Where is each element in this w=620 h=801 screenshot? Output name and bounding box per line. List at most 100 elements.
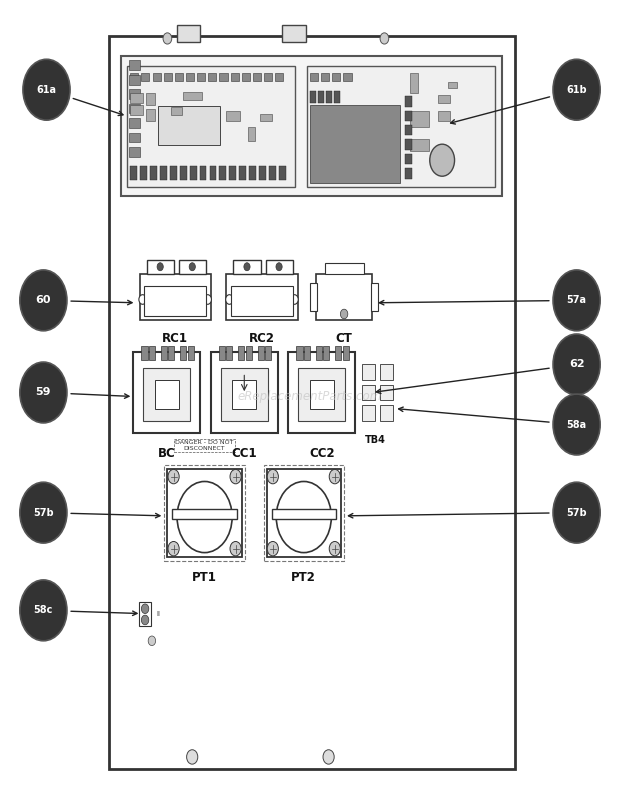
Bar	[108, 36, 515, 769]
Bar	[232, 380, 256, 409]
Bar	[307, 66, 495, 187]
Bar	[200, 166, 206, 180]
Text: CC2: CC2	[309, 447, 335, 460]
Circle shape	[267, 469, 278, 484]
Bar	[219, 346, 225, 360]
Circle shape	[553, 334, 600, 395]
Circle shape	[187, 750, 198, 764]
Bar	[238, 346, 244, 360]
Text: CT: CT	[335, 332, 353, 345]
Bar	[253, 73, 261, 81]
Bar	[380, 405, 392, 421]
Circle shape	[553, 270, 600, 331]
Bar	[310, 380, 334, 409]
Bar	[380, 384, 392, 400]
Text: BC: BC	[158, 447, 175, 460]
Bar	[310, 73, 318, 81]
Bar	[362, 405, 375, 421]
Bar	[405, 154, 412, 164]
Bar	[405, 168, 412, 179]
Bar	[242, 73, 250, 81]
Circle shape	[277, 481, 331, 553]
Bar	[130, 166, 137, 180]
Bar	[259, 166, 266, 180]
Bar	[275, 73, 283, 81]
Bar	[129, 119, 140, 127]
Bar	[168, 346, 174, 360]
Bar	[233, 260, 260, 274]
Bar	[260, 114, 272, 120]
Text: PT2: PT2	[291, 571, 316, 584]
Circle shape	[168, 541, 179, 556]
Bar	[265, 346, 272, 360]
Bar	[269, 166, 276, 180]
Bar	[221, 368, 268, 421]
Circle shape	[553, 482, 600, 543]
Bar	[129, 75, 140, 84]
Bar	[264, 465, 344, 561]
Bar	[226, 274, 298, 320]
Bar	[335, 346, 342, 360]
Bar	[127, 66, 294, 187]
Bar	[180, 166, 187, 180]
Text: II: II	[156, 611, 160, 618]
Bar	[362, 384, 375, 400]
Circle shape	[226, 295, 233, 304]
Circle shape	[168, 469, 179, 484]
Bar	[164, 465, 245, 561]
Bar	[334, 91, 340, 103]
Bar	[410, 73, 418, 93]
Bar	[325, 263, 364, 274]
Bar	[155, 380, 179, 409]
Bar	[410, 139, 429, 151]
Text: 61a: 61a	[37, 85, 56, 95]
Text: PT1: PT1	[192, 571, 217, 584]
Bar	[208, 73, 216, 81]
Bar	[153, 73, 161, 81]
Bar	[248, 127, 255, 141]
Bar	[239, 166, 246, 180]
Text: DANGER - DO NOT
DISCONNECT: DANGER - DO NOT DISCONNECT	[175, 441, 234, 451]
Bar	[267, 469, 341, 557]
Bar	[160, 166, 167, 180]
Bar	[249, 166, 256, 180]
Bar	[161, 346, 167, 360]
Text: CC1: CC1	[231, 447, 257, 460]
Bar	[226, 111, 240, 120]
Circle shape	[20, 482, 67, 543]
Bar	[282, 25, 306, 42]
Bar	[219, 73, 228, 81]
Bar	[129, 104, 140, 113]
Text: eReplacementParts.com: eReplacementParts.com	[238, 390, 382, 403]
Bar	[211, 352, 278, 433]
Circle shape	[141, 604, 149, 614]
Bar	[129, 147, 140, 157]
Bar	[150, 166, 157, 180]
Circle shape	[267, 541, 278, 556]
Bar	[288, 352, 355, 433]
Bar	[229, 166, 236, 180]
Bar	[179, 260, 206, 274]
Circle shape	[276, 263, 282, 271]
Circle shape	[230, 541, 241, 556]
Circle shape	[20, 270, 67, 331]
Bar	[265, 260, 293, 274]
Bar	[158, 106, 220, 144]
Bar	[310, 104, 400, 183]
Circle shape	[291, 295, 298, 304]
Bar	[147, 260, 174, 274]
Bar	[410, 111, 429, 127]
Bar	[332, 73, 340, 81]
Bar	[448, 82, 457, 88]
Bar	[139, 602, 151, 626]
Circle shape	[553, 59, 600, 120]
Bar	[186, 73, 194, 81]
Text: 57b: 57b	[33, 508, 54, 517]
Bar	[323, 346, 329, 360]
Bar	[170, 107, 182, 115]
Bar	[129, 61, 140, 70]
Bar	[226, 346, 232, 360]
Circle shape	[204, 295, 211, 304]
Bar	[258, 346, 264, 360]
Bar	[316, 346, 322, 360]
